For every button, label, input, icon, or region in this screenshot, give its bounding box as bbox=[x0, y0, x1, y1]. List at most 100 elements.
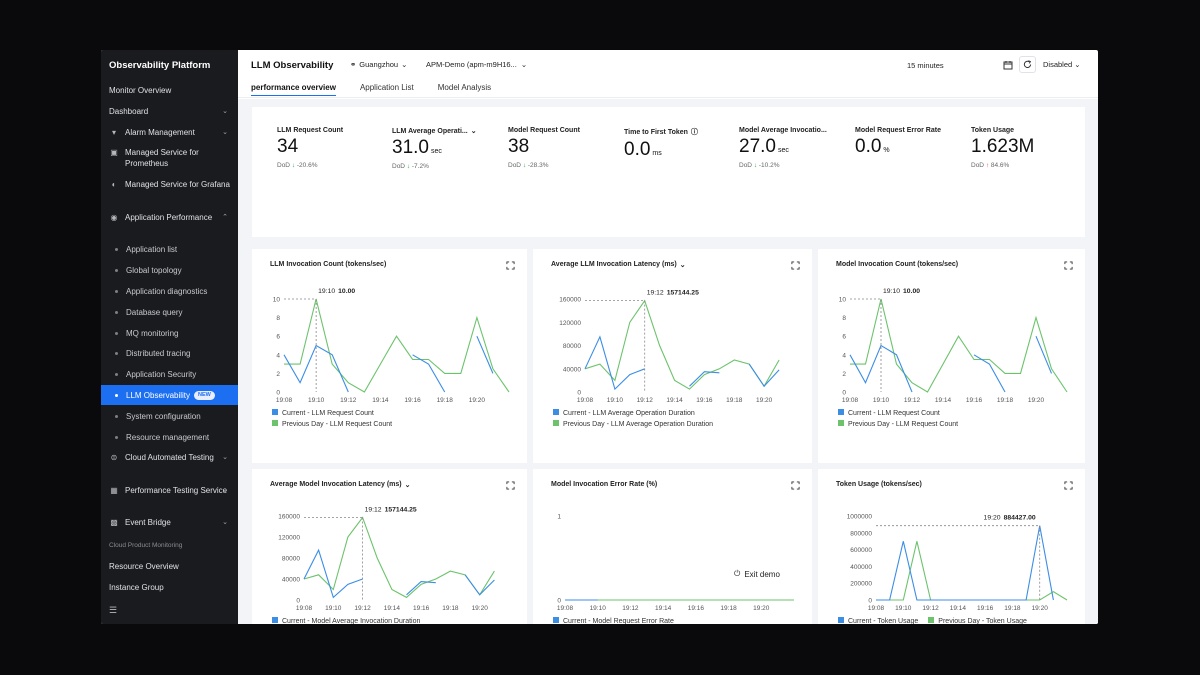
legend-label: Previous Day - LLM Request Count bbox=[848, 421, 959, 428]
expand-icon[interactable] bbox=[1064, 481, 1073, 490]
apm-icon: ◉ bbox=[110, 213, 118, 222]
nav-application-diagnostics[interactable]: Application diagnostics bbox=[101, 286, 238, 297]
arrow-down-icon: ↓ bbox=[521, 162, 528, 169]
nav-event-bridge[interactable]: ▩ Event Bridge ⌄ bbox=[101, 517, 238, 528]
calendar-icon[interactable] bbox=[1003, 60, 1013, 70]
metric-card: Model Request Count 38 DoD ↓ -28.3% bbox=[508, 127, 580, 169]
chart-card-model-latency: Average Model Invocation Latency (ms) ⌄ 0 4… bbox=[252, 469, 527, 624]
nav-monitor-overview[interactable]: Monitor Overview bbox=[101, 85, 238, 96]
dod-label: DoD bbox=[739, 162, 753, 169]
auto-refresh-selector[interactable]: Disabled ⌄ bbox=[1043, 60, 1081, 69]
legend-item[interactable]: Current - LLM Request Count bbox=[272, 408, 392, 419]
x-tick-label: 19:20 bbox=[472, 605, 489, 612]
tab-application-list[interactable]: Application List bbox=[359, 83, 414, 92]
metric-value: 31.0 sec bbox=[392, 138, 477, 162]
tooltip-time: 19:10 bbox=[318, 288, 335, 295]
chevron-down-icon[interactable]: ⌄ bbox=[404, 482, 411, 489]
x-tick-label: 19:08 bbox=[868, 605, 885, 612]
legend-swatch bbox=[928, 617, 935, 623]
nav-prometheus[interactable]: ▣ Managed Service for Prometheus bbox=[101, 147, 238, 169]
chart-card-llm-invocation-count: LLM Invocation Count (tokens/sec) 0 2 4 6 8 10… bbox=[252, 249, 527, 463]
x-tick-label: 19:12 bbox=[340, 397, 357, 404]
chart-title-text: Token Usage (tokens/sec) bbox=[836, 481, 922, 488]
refresh-button[interactable] bbox=[1019, 56, 1036, 73]
legend-swatch bbox=[553, 617, 559, 623]
x-tick-label: 19:10 bbox=[308, 397, 325, 404]
exit-demo-button[interactable]: ⏻ Exit demo bbox=[728, 567, 786, 581]
region-selector[interactable]: ⚭ Guangzhou ⌄ bbox=[350, 60, 407, 69]
nav-global-topology[interactable]: Global topology bbox=[101, 265, 238, 276]
metric-summary-panel: LLM Request Count 34 DoD ↓ -20.6% LLM Avera… bbox=[252, 107, 1085, 237]
x-tick-label: 19:20 bbox=[1028, 397, 1045, 404]
info-icon[interactable]: ⓘ bbox=[690, 129, 698, 136]
dod-label: DoD bbox=[392, 163, 406, 170]
metric-label: Model Average Invocatio... bbox=[739, 127, 827, 134]
tab-model-analysis[interactable]: Model Analysis bbox=[437, 83, 492, 92]
chevron-down-icon: ⌄ bbox=[222, 519, 228, 526]
legend-swatch bbox=[272, 420, 278, 426]
nav-resource-management[interactable]: Resource management bbox=[101, 432, 238, 443]
chevron-down-icon[interactable]: ⌄ bbox=[470, 128, 477, 135]
legend-item[interactable]: Current - LLM Average Operation Duration bbox=[553, 408, 713, 419]
chart-legend: Current - Model Request Error RatePrevio… bbox=[553, 616, 692, 624]
legend-swatch bbox=[272, 409, 278, 415]
y-tick-label: 120000 bbox=[278, 535, 300, 542]
line-chart: 0 2 4 6 8 10 19:08 19:10 19:12 19:14 19:16 19:18 19:… bbox=[273, 288, 510, 404]
nav-mq-monitoring[interactable]: MQ monitoring bbox=[101, 328, 238, 339]
series-line-previous bbox=[303, 516, 495, 599]
nav-distributed-tracing[interactable]: Distributed tracing bbox=[101, 348, 238, 359]
application-selector[interactable]: APM-Demo (apm-m9H16... ⌄ bbox=[426, 60, 527, 69]
tooltip-label: 19:12 157144.25 bbox=[647, 290, 699, 297]
expand-icon[interactable] bbox=[1064, 261, 1073, 270]
legend-item[interactable]: Current - Model Average Invocation Durat… bbox=[272, 616, 439, 624]
tooltip-label: 19:10 10.00 bbox=[318, 288, 355, 295]
nav-dashboard[interactable]: Dashboard ⌄ bbox=[101, 106, 238, 117]
nav-application-performance[interactable]: ◉ Application Performance ⌃ bbox=[101, 212, 238, 223]
expand-icon[interactable] bbox=[506, 481, 515, 490]
expand-icon[interactable] bbox=[506, 261, 515, 270]
tooltip-time: 19:12 bbox=[365, 506, 382, 513]
chevron-down-icon[interactable]: ⌄ bbox=[679, 262, 686, 269]
nav-system-configuration[interactable]: System configuration bbox=[101, 411, 238, 422]
legend-item[interactable]: Current - Model Request Error Rate bbox=[553, 616, 692, 624]
metric-label-text: Token Usage bbox=[971, 127, 1015, 134]
collapse-menu-icon[interactable]: ☰ bbox=[109, 605, 118, 615]
chart-legend: Current - LLM Request Count Previous Day … bbox=[838, 408, 958, 430]
y-tick-label: 1000000 bbox=[847, 514, 873, 521]
legend-item[interactable]: Current - LLM Request Count bbox=[838, 408, 958, 419]
legend-item[interactable]: Previous Day - LLM Average Operation Dur… bbox=[553, 419, 713, 430]
nav-llm-observability[interactable]: LLM Observability NEW bbox=[101, 385, 238, 405]
legend-item[interactable]: Current - Token Usage bbox=[838, 617, 918, 624]
x-tick-label: 19:18 bbox=[726, 397, 743, 404]
metric-label-text: Model Request Error Rate bbox=[855, 127, 941, 134]
y-tick-label: 0 bbox=[577, 390, 581, 397]
event-bridge-icon: ▩ bbox=[110, 518, 118, 527]
nav-database-query[interactable]: Database query bbox=[101, 307, 238, 318]
nav-performance-testing[interactable]: ▦ Performance Testing Service ⌄ bbox=[101, 485, 238, 496]
legend-swatch bbox=[272, 617, 278, 623]
legend-item[interactable]: Previous Day - LLM Request Count bbox=[272, 419, 392, 430]
nav-cloud-automated-testing[interactable]: ⊜ Cloud Automated Testing ⌄ bbox=[101, 452, 238, 463]
nav-resource-overview[interactable]: Resource Overview bbox=[101, 561, 238, 572]
tab-performance-overview[interactable]: performance overview bbox=[251, 83, 336, 96]
x-tick-label: 19:18 bbox=[1004, 605, 1021, 612]
sidebar: Observability Platform Monitor Overview … bbox=[101, 50, 238, 624]
chart-title: Average LLM Invocation Latency (ms) ⌄ bbox=[551, 261, 686, 269]
time-range-selector[interactable]: 15 minutes bbox=[907, 61, 944, 70]
expand-icon[interactable] bbox=[791, 481, 800, 490]
expand-icon[interactable] bbox=[791, 261, 800, 270]
x-tick-label: 19:18 bbox=[720, 605, 737, 612]
nav-application-list[interactable]: Application list bbox=[101, 244, 238, 255]
nav-alarm-management[interactable]: ▾ Alarm Management ⌄ bbox=[101, 127, 238, 138]
legend-item[interactable]: Previous Day - Token Usage bbox=[928, 617, 1027, 624]
x-tick-label: 19:10 bbox=[607, 397, 624, 404]
chevron-down-icon: ⌄ bbox=[1074, 60, 1081, 69]
legend-swatch bbox=[553, 409, 559, 415]
nav-instance-group[interactable]: Instance Group bbox=[101, 582, 238, 593]
nav-application-security[interactable]: Application Security bbox=[101, 369, 238, 380]
legend-item[interactable]: Previous Day - LLM Request Count bbox=[838, 419, 958, 430]
refresh-icon bbox=[1023, 60, 1032, 68]
metric-card: Model Average Invocatio... 27.0 sec DoD ↓ -… bbox=[739, 127, 827, 169]
nav-grafana[interactable]: ◐ Managed Service for Grafana bbox=[101, 179, 238, 190]
x-tick-label: 19:08 bbox=[557, 605, 574, 612]
